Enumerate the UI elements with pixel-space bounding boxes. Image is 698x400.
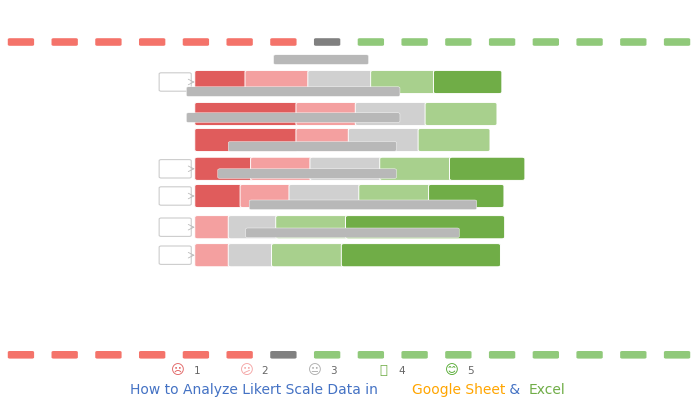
FancyBboxPatch shape [418,128,490,152]
FancyBboxPatch shape [450,157,525,180]
FancyBboxPatch shape [401,351,428,358]
FancyBboxPatch shape [664,38,690,46]
Text: 1: 1 [193,366,200,376]
FancyBboxPatch shape [341,244,500,267]
FancyBboxPatch shape [429,184,504,208]
FancyBboxPatch shape [95,38,121,46]
FancyBboxPatch shape [577,38,603,46]
FancyBboxPatch shape [355,102,431,126]
Text: 4: 4 [399,366,405,376]
FancyBboxPatch shape [195,70,251,94]
Text: 😊: 😊 [445,364,459,377]
FancyBboxPatch shape [139,351,165,358]
FancyBboxPatch shape [159,187,191,205]
FancyBboxPatch shape [195,244,234,267]
FancyBboxPatch shape [289,184,364,208]
FancyBboxPatch shape [195,216,234,239]
FancyBboxPatch shape [489,351,515,358]
FancyBboxPatch shape [228,244,277,267]
FancyBboxPatch shape [359,184,434,208]
Text: 5: 5 [467,366,473,376]
FancyBboxPatch shape [445,351,472,358]
Text: How to Analyze Likert Scale Data in: How to Analyze Likert Scale Data in [130,383,383,397]
FancyBboxPatch shape [226,351,253,358]
FancyBboxPatch shape [270,38,297,46]
FancyBboxPatch shape [186,113,400,122]
FancyBboxPatch shape [620,351,646,358]
FancyBboxPatch shape [314,351,341,358]
FancyBboxPatch shape [401,38,428,46]
FancyBboxPatch shape [240,184,295,208]
FancyBboxPatch shape [226,38,253,46]
FancyBboxPatch shape [186,87,400,96]
FancyBboxPatch shape [218,169,396,178]
Text: 2: 2 [262,366,268,376]
FancyBboxPatch shape [249,200,477,210]
FancyBboxPatch shape [183,38,209,46]
FancyBboxPatch shape [489,38,515,46]
FancyBboxPatch shape [296,102,361,126]
FancyBboxPatch shape [159,160,191,178]
FancyBboxPatch shape [95,351,121,358]
FancyBboxPatch shape [577,351,603,358]
FancyBboxPatch shape [251,157,315,180]
FancyBboxPatch shape [139,38,165,46]
FancyBboxPatch shape [195,184,246,208]
Text: ☹: ☹ [171,364,185,377]
FancyBboxPatch shape [159,73,191,91]
FancyBboxPatch shape [274,55,369,64]
FancyBboxPatch shape [245,70,313,94]
FancyBboxPatch shape [8,351,34,358]
FancyBboxPatch shape [308,70,376,94]
Text: Excel: Excel [529,383,565,397]
Text: 3: 3 [330,366,336,376]
FancyBboxPatch shape [380,157,455,180]
FancyBboxPatch shape [346,216,505,239]
FancyBboxPatch shape [314,38,341,46]
Text: 🙂: 🙂 [379,364,387,377]
FancyBboxPatch shape [433,70,502,94]
FancyBboxPatch shape [445,38,472,46]
FancyBboxPatch shape [533,38,559,46]
Text: 😕: 😕 [239,364,253,377]
FancyBboxPatch shape [425,102,497,126]
Text: 😐: 😐 [308,364,322,377]
FancyBboxPatch shape [371,70,439,94]
FancyBboxPatch shape [246,228,459,238]
FancyBboxPatch shape [357,351,384,358]
Text: Google Sheet: Google Sheet [412,383,505,397]
FancyBboxPatch shape [276,216,351,239]
Text: &: & [505,383,525,397]
FancyBboxPatch shape [8,38,34,46]
FancyBboxPatch shape [664,351,690,358]
FancyBboxPatch shape [272,244,347,267]
FancyBboxPatch shape [228,216,281,239]
FancyBboxPatch shape [348,128,424,152]
FancyBboxPatch shape [159,246,191,264]
FancyBboxPatch shape [195,128,302,152]
FancyBboxPatch shape [195,157,256,180]
FancyBboxPatch shape [357,38,384,46]
FancyBboxPatch shape [620,38,646,46]
FancyBboxPatch shape [52,351,78,358]
FancyBboxPatch shape [228,142,396,151]
FancyBboxPatch shape [310,157,385,180]
FancyBboxPatch shape [296,128,354,152]
FancyBboxPatch shape [270,351,297,358]
FancyBboxPatch shape [52,38,78,46]
FancyBboxPatch shape [159,218,191,236]
FancyBboxPatch shape [533,351,559,358]
FancyBboxPatch shape [183,351,209,358]
FancyBboxPatch shape [195,102,302,126]
